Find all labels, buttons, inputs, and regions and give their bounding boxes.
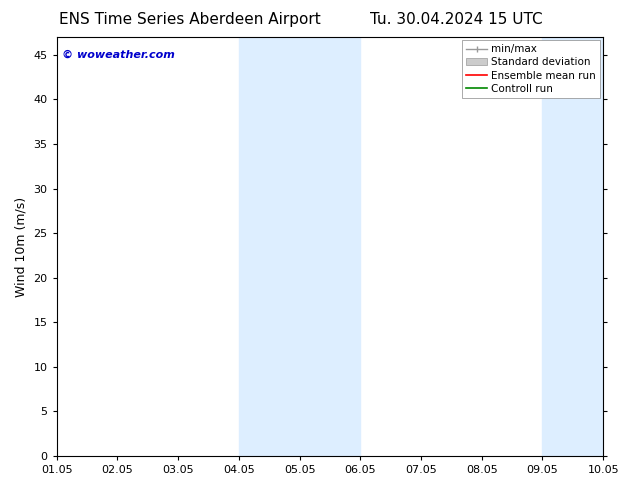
Text: © woweather.com: © woweather.com (62, 49, 175, 60)
Bar (543, 37, 603, 456)
Text: Tu. 30.04.2024 15 UTC: Tu. 30.04.2024 15 UTC (370, 12, 543, 27)
Legend: min/max, Standard deviation, Ensemble mean run, Controll run: min/max, Standard deviation, Ensemble me… (462, 40, 600, 98)
Bar (239, 37, 360, 456)
Text: ENS Time Series Aberdeen Airport: ENS Time Series Aberdeen Airport (60, 12, 321, 27)
Y-axis label: Wind 10m (m/s): Wind 10m (m/s) (15, 196, 28, 296)
